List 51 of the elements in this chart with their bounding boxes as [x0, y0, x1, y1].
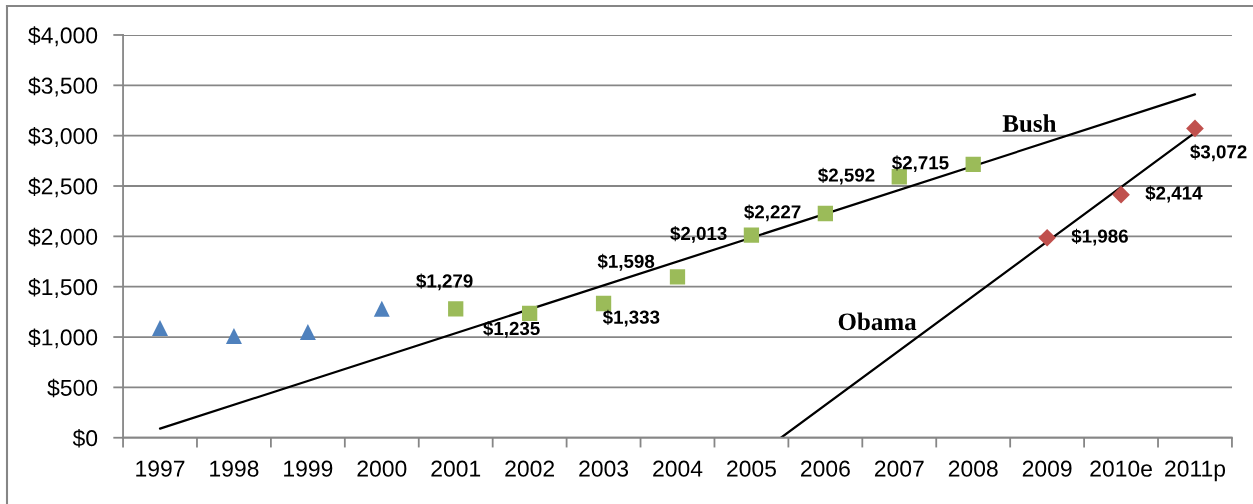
- data-label: $1,279: [416, 273, 473, 291]
- y-tick-label: $2,500: [28, 177, 98, 198]
- x-tick-label: 2005: [727, 460, 776, 477]
- y-tick-label: $2,000: [28, 227, 98, 248]
- data-label: $1,235: [483, 320, 540, 338]
- x-tick-label: 2010e: [1090, 460, 1152, 477]
- point: [225, 328, 242, 345]
- x-tick-label: 2009: [1022, 460, 1072, 477]
- point: [448, 301, 464, 317]
- series-label: Obama: [838, 312, 917, 331]
- point: [743, 227, 760, 243]
- data-label: $2,592: [818, 167, 875, 185]
- data-label: $2,227: [744, 204, 801, 222]
- x-tick-label: 2001: [431, 460, 481, 477]
- point: [965, 156, 981, 172]
- y-tick-label: $4,000: [28, 26, 98, 47]
- x-tick-label: 2003: [579, 460, 629, 477]
- y-tick-label: $3,500: [28, 76, 98, 97]
- point: [373, 300, 390, 317]
- point: [299, 324, 316, 340]
- x-tick-label: 2006: [801, 460, 850, 477]
- point: [152, 319, 168, 336]
- data-label: $3,072: [1190, 144, 1247, 162]
- x-tick-label: 2008: [948, 460, 998, 477]
- point: [669, 269, 686, 285]
- data-label: $2,715: [892, 155, 949, 173]
- x-tick-label: 1998: [210, 460, 259, 477]
- y-tick-label: $1,000: [28, 328, 98, 349]
- x-tick-label: 1997: [136, 460, 185, 477]
- data-label: $2,414: [1145, 185, 1203, 203]
- point: [595, 295, 612, 312]
- x-tick-label: 2002: [505, 460, 554, 477]
- x-tick-label: 2004: [653, 460, 703, 477]
- point: [817, 205, 833, 222]
- x-tick-label: 2011p: [1165, 460, 1226, 482]
- point: [1038, 228, 1056, 247]
- point: [1186, 119, 1204, 138]
- x-tick-label: 2007: [874, 460, 924, 477]
- y-tick-label: $3,000: [28, 127, 98, 147]
- y-tick-label: $500: [47, 378, 98, 398]
- x-tick-label: 1999: [284, 460, 333, 477]
- x-tick-label: 2000: [357, 460, 407, 477]
- y-tick-label: $1,500: [28, 278, 98, 298]
- point: [522, 305, 538, 322]
- data-label: $1,986: [1071, 228, 1128, 246]
- data-label: $1,333: [602, 309, 660, 327]
- series-label: Bush: [1002, 114, 1057, 132]
- data-label: $1,598: [597, 253, 655, 271]
- y-tick-label: $0: [72, 429, 98, 448]
- data-label: $2,013: [670, 225, 727, 243]
- point: [1112, 185, 1130, 204]
